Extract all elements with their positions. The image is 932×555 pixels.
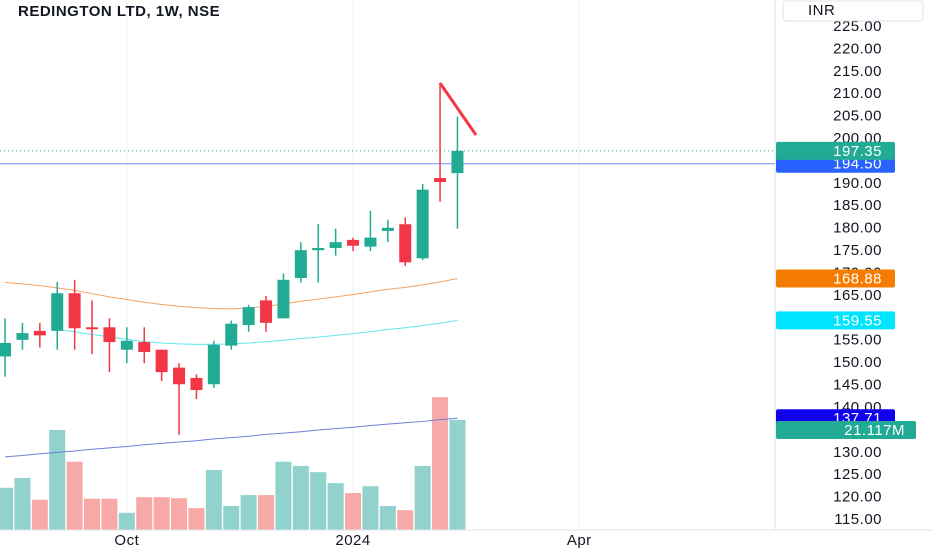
volume-label: 21.117M [844,422,905,439]
trend-line [438,82,478,136]
y-tick-label: 180.00 [833,220,882,237]
volume-bar [362,486,379,530]
y-tick-label: 185.00 [833,197,882,214]
candle-body [312,247,325,251]
candle-body [451,150,464,174]
moving-averages [5,278,458,458]
volume-bar [432,397,449,530]
y-tick-label: 125.00 [833,466,882,483]
candle-body [434,178,447,183]
candle-body [207,344,220,385]
volume-bar [118,512,135,530]
price-label: 168.88 [833,271,882,288]
volume-bar [188,508,205,530]
candle-body [33,330,46,336]
candle-body [86,327,99,330]
price-label-box [776,311,895,330]
volume-bar [258,495,275,530]
volume-bar [292,465,309,530]
price-label-box [776,141,895,160]
volume-bar [205,470,222,530]
volume-bar [240,495,257,530]
volume-pane [0,397,466,530]
candle-body [155,349,168,373]
y-tick-label: 120.00 [833,489,882,506]
chart-title: REDINGTON LTD, 1W, NSE [18,3,220,20]
y-tick-label: 175.00 [833,242,882,259]
x-tick-label: Oct [114,532,139,549]
volume-bar [310,472,327,530]
candle-body [294,250,307,278]
currency: INR [808,2,835,19]
volume-bar [345,492,362,530]
x-tick-label: Apr [567,532,592,549]
y-tick-label: 150.00 [833,354,882,371]
volume-bar [223,506,240,530]
candles [0,83,464,435]
y-tick-label: 215.00 [833,63,882,80]
volume-bar [66,461,83,530]
candle-body [242,307,255,326]
candle-body [347,239,360,246]
candle-body [138,342,151,352]
currency-box [782,0,924,22]
candle-body [277,279,290,319]
volume-bar [414,465,431,530]
y-tick-label: 210.00 [833,85,882,102]
volume-bar [449,419,466,530]
y-tick-label: 225.00 [833,18,882,35]
price-label-box [776,269,895,288]
candle-body [260,300,273,323]
volume-bar [84,498,101,530]
grid [0,0,775,530]
moving-average [57,319,458,345]
price-label: 159.55 [833,312,882,329]
volume-bar [14,477,31,530]
volume-label-box [776,420,916,439]
price-label: 197.35 [833,143,882,160]
volume-bar [0,487,14,530]
candle-body [173,367,186,385]
candle-body [190,377,203,391]
moving-average [5,417,458,458]
candle-body [0,342,12,357]
volume-bar [136,497,153,530]
volume-bar [275,461,292,530]
candle-body [103,327,116,343]
y-tick-label: 155.00 [833,332,882,349]
y-tick-label: 165.00 [833,287,882,304]
candle-body [399,224,412,263]
y-tick-label: 115.00 [834,511,882,528]
volume-bar [153,497,170,530]
candle-body [225,323,238,346]
candle-body [329,242,342,248]
volume-bar [49,429,66,530]
candle-body [364,237,377,247]
volume-bar [31,499,48,530]
y-tick-label: 145.00 [833,377,882,394]
moving-average [5,278,458,310]
y-tick-label: 220.00 [833,40,882,57]
y-tick-label: 205.00 [833,108,882,125]
y-tick-label: 190.00 [833,175,882,192]
candle-body [68,293,81,329]
y-tick-label: 130.00 [833,444,882,461]
candle-body [120,340,133,350]
x-tick-label: 2024 [335,532,370,549]
volume-bar [379,506,396,530]
volume-bar [171,498,188,530]
volume-bar [397,510,414,530]
volume-bar [327,483,344,530]
volume-bar [101,498,118,530]
candle-body [51,293,64,331]
candle-body [416,189,429,259]
candle-body [381,227,394,231]
candle-body [16,333,29,340]
